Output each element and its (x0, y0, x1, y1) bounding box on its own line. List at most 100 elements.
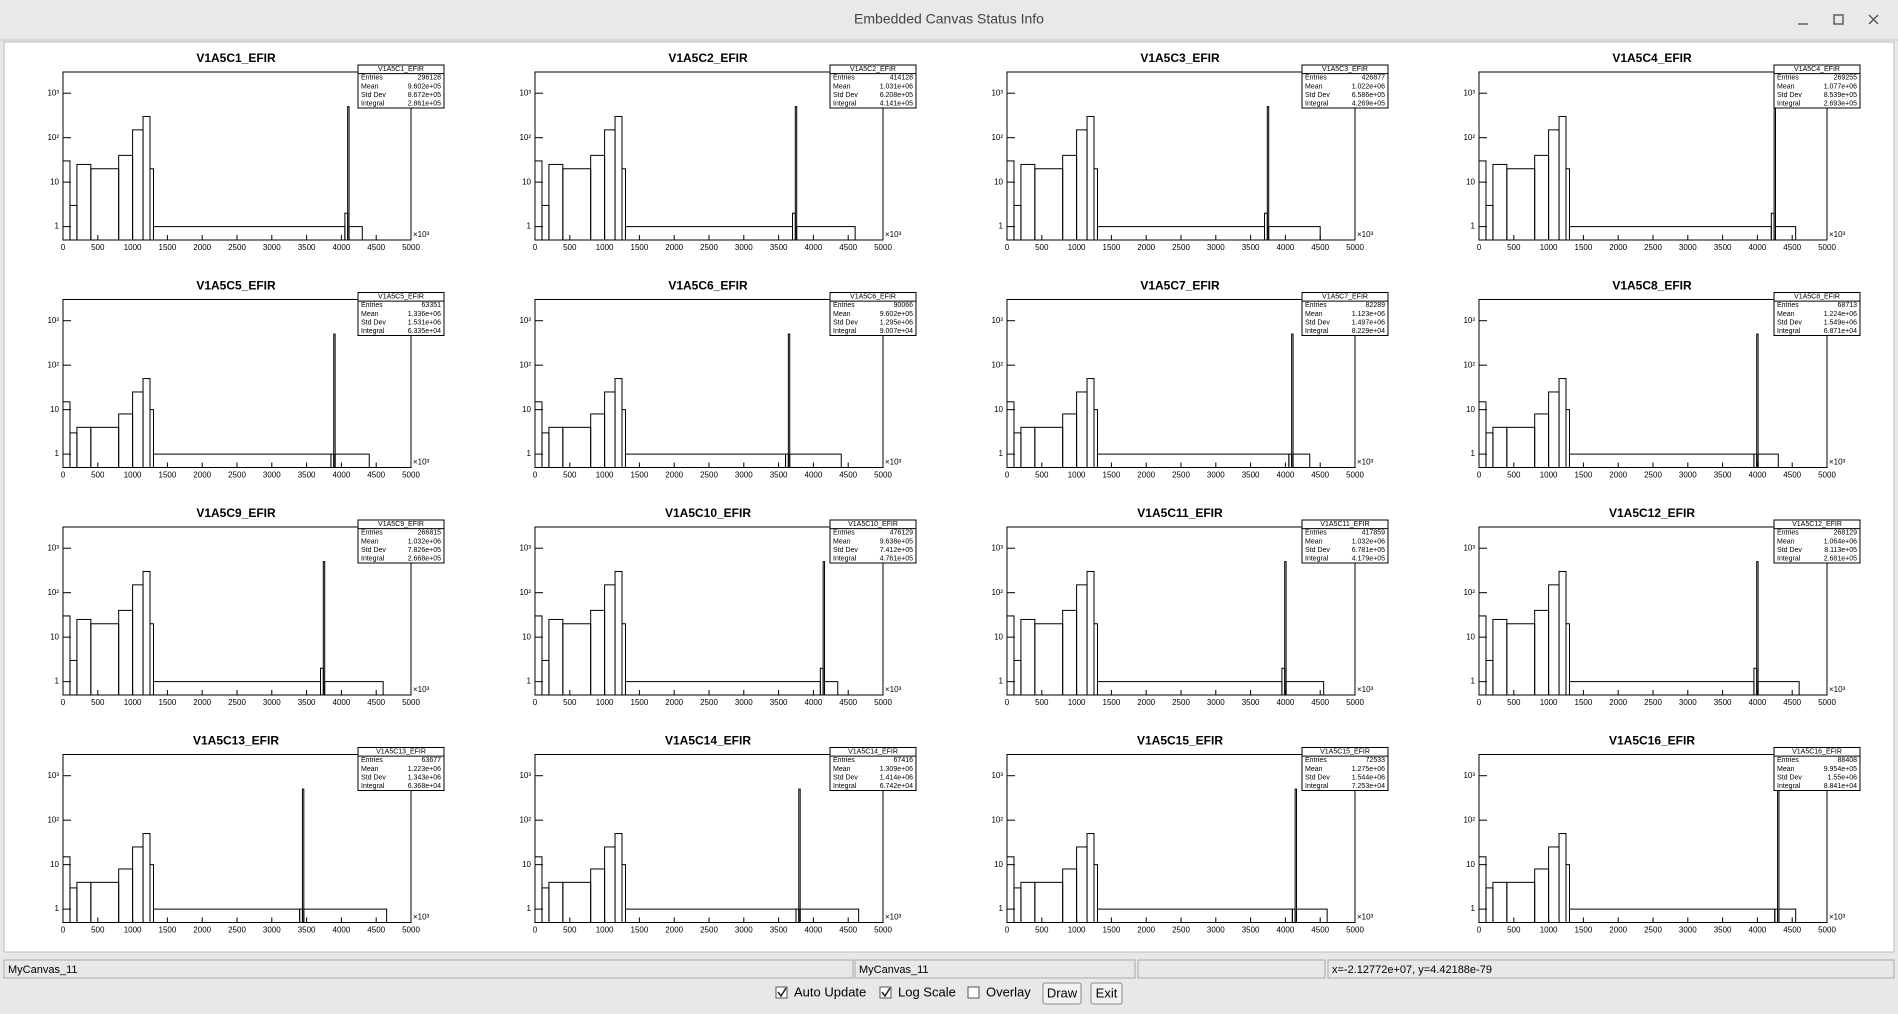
x-tick-label: 1500 (1575, 243, 1593, 252)
stats-value: 269255 (1834, 75, 1857, 82)
x-exponent: ×10³ (885, 230, 902, 239)
x-tick-label: 1000 (596, 243, 614, 252)
panel-title: V1A5C8_EFIR (1612, 279, 1692, 293)
y-tick-label: 10 (1466, 177, 1475, 186)
x-exponent: ×10³ (885, 458, 902, 467)
button-face[interactable] (1090, 982, 1123, 1005)
stats-label: Std Dev (833, 774, 858, 781)
x-tick-label: 1000 (1068, 471, 1086, 480)
x-tick-label: 2000 (193, 243, 211, 252)
button-label[interactable]: Draw (1047, 985, 1078, 1000)
x-tick-label: 2000 (665, 243, 683, 252)
x-exponent: ×10³ (413, 913, 430, 922)
stats-value: 6.742e+04 (880, 783, 913, 790)
stats-label: Mean (1305, 766, 1323, 773)
stats-label: Mean (361, 83, 379, 90)
x-tick-label: 3500 (298, 926, 316, 935)
checkbox-label[interactable]: Overlay (986, 984, 1031, 999)
checkbox[interactable]: Overlay (967, 984, 1031, 999)
stats-label: Mean (1305, 83, 1323, 90)
panel-title: V1A5C12_EFIR (1609, 506, 1695, 520)
button-label[interactable]: Exit (1096, 985, 1118, 1000)
histogram-panel: V1A5C4_EFIR 0 500 1000 1500 2000 2500 3000 3500 4… (1463, 51, 1861, 252)
x-tick-label: 500 (1035, 926, 1049, 935)
stats-value: 72533 (1366, 757, 1386, 764)
stats-box (1301, 747, 1389, 791)
y-tick-label: 10² (47, 360, 59, 369)
x-tick-label: 1500 (159, 471, 177, 480)
x-tick-label: 4000 (1277, 243, 1295, 252)
x-tick-label: 0 (533, 471, 538, 480)
checkbox[interactable]: Auto Update (775, 984, 866, 999)
x-tick-label: 3000 (1679, 471, 1697, 480)
panel-title: V1A5C2_EFIR (668, 51, 748, 65)
histogram-bin (347, 106, 350, 241)
stats-label: Integral (833, 101, 857, 108)
stats-value: 9.954e+05 (1824, 766, 1857, 773)
checkbox-check[interactable] (881, 987, 891, 998)
histogram-bin (1774, 226, 1797, 241)
stats-value: 1.275e+06 (1352, 766, 1385, 773)
stats-label: Mean (361, 538, 379, 545)
x-tick-label: 1500 (1103, 698, 1121, 707)
checkbox-box[interactable] (879, 986, 892, 999)
histogram-bin (789, 453, 842, 469)
x-tick-label: 2000 (1609, 698, 1627, 707)
stats-label: Integral (1777, 328, 1801, 335)
stats-value: 82289 (1366, 302, 1386, 309)
stats-label: Entries (833, 757, 855, 764)
window-controls[interactable] (1798, 14, 1879, 25)
stats-box (829, 292, 917, 336)
x-tick-label: 0 (1477, 698, 1482, 707)
y-tick-label: 10³ (519, 543, 531, 552)
histogram-bin (149, 623, 154, 696)
histogram-bin (1294, 788, 1298, 924)
x-tick-label: 0 (1477, 243, 1482, 252)
stats-name: V1A5C3_EFIR (1322, 66, 1368, 73)
y-tick-label: 10² (519, 360, 531, 369)
stats-label: Std Dev (1305, 319, 1330, 326)
x-tick-label: 0 (533, 698, 538, 707)
checkbox-box[interactable] (967, 986, 980, 999)
x-tick-label: 5000 (874, 698, 892, 707)
checkbox-box[interactable] (775, 986, 788, 999)
checkbox-check[interactable] (777, 987, 787, 998)
button[interactable]: Exit (1090, 982, 1123, 1005)
histogram-bin (1565, 168, 1570, 241)
y-tick-label: 10 (994, 632, 1003, 641)
stats-box (829, 64, 917, 109)
x-tick-label: 2500 (1172, 698, 1190, 707)
checkbox-label[interactable]: Log Scale (898, 984, 956, 999)
close[interactable] (1868, 14, 1879, 25)
checkbox-label[interactable]: Auto Update (794, 984, 866, 999)
controls: Auto Update Log Scale Overlay Draw Exit (775, 982, 1123, 1005)
x-tick-label: 0 (1477, 471, 1482, 480)
x-tick-label: 1500 (1103, 243, 1121, 252)
y-tick-label: 10 (522, 860, 531, 869)
histogram-bin (333, 333, 336, 468)
button-face[interactable] (1042, 982, 1082, 1005)
x-tick-label: 3500 (298, 471, 316, 480)
x-tick-label: 2000 (1609, 471, 1627, 480)
status-bar: MyCanvas_11 MyCanvas_11 x=-2.12772e+07, … (3, 959, 1895, 979)
x-tick-label: 5000 (1346, 243, 1364, 252)
histogram-panel: V1A5C13_EFIR 0 500 1000 1500 2000 2500 3000 3500… (47, 734, 445, 935)
stats-value: 1.032e+06 (408, 538, 441, 545)
stats-label: Integral (1305, 328, 1329, 335)
stats-label: Entries (361, 757, 383, 764)
x-tick-label: 2500 (1172, 926, 1190, 935)
y-tick-label: 10 (50, 860, 59, 869)
stats-value: 4.141e+05 (880, 101, 913, 108)
x-tick-label: 500 (91, 926, 105, 935)
stats-value: 268129 (1834, 530, 1857, 537)
stats-label: Mean (833, 766, 851, 773)
panel-title: V1A5C5_EFIR (196, 279, 276, 293)
checkbox[interactable]: Log Scale (879, 984, 956, 999)
button[interactable]: Draw (1042, 982, 1082, 1005)
maximize[interactable] (1833, 14, 1844, 25)
stats-value: 8.841e+04 (1824, 783, 1857, 790)
x-tick-label: 1000 (1068, 243, 1086, 252)
x-tick-label: 4500 (1311, 471, 1329, 480)
x-tick-label: 2500 (228, 471, 246, 480)
x-tick-label: 0 (61, 926, 66, 935)
